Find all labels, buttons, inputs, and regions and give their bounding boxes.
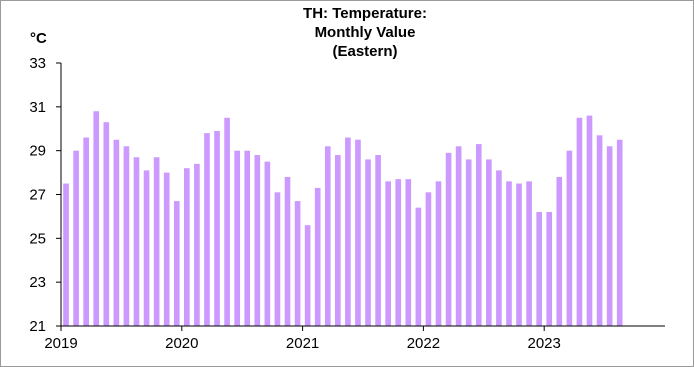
bar-2023-05 — [586, 115, 593, 326]
y-tick-label: 31 — [29, 99, 46, 116]
bar-2020-12 — [294, 201, 301, 326]
bar-2019-11 — [163, 172, 170, 326]
bar-2021-12 — [415, 207, 422, 326]
y-axis-unit-label: °C — [30, 30, 47, 47]
bar-2020-08 — [254, 155, 261, 326]
bar-2021-08 — [375, 155, 381, 326]
bar-2020-05 — [224, 117, 230, 326]
bars-group — [63, 111, 623, 327]
bar-2023-06 — [596, 135, 603, 326]
bar-2022-07 — [486, 159, 492, 326]
bar-2021-11 — [405, 179, 412, 326]
bar-2023-03 — [566, 150, 573, 326]
bar-2021-07 — [365, 159, 371, 326]
x-tick-label: 2020 — [165, 335, 198, 352]
bar-2021-04 — [335, 155, 341, 326]
bar-2021-01 — [304, 225, 311, 326]
bar-2022-08 — [496, 170, 502, 326]
y-tick-label: 29 — [29, 143, 46, 160]
bar-2020-09 — [264, 161, 271, 327]
bar-2023-07 — [606, 146, 613, 326]
y-tick-label: 21 — [29, 318, 46, 335]
bar-2022-04 — [455, 146, 462, 326]
bar-2020-06 — [234, 150, 240, 326]
bar-2022-05 — [465, 159, 472, 326]
bar-2022-12 — [536, 212, 542, 326]
bar-2020-03 — [204, 133, 210, 326]
y-tick-label: 23 — [29, 274, 46, 291]
bar-2019-09 — [143, 170, 150, 326]
bar-2019-05 — [103, 122, 110, 326]
axes-group — [56, 62, 665, 331]
bar-2022-01 — [425, 192, 432, 326]
x-tick-labels: 2019 2020 2021 2022 2023 — [44, 335, 561, 352]
bar-2023-01 — [546, 212, 553, 326]
x-tick-label: 2023 — [528, 335, 561, 352]
bar-2019-06 — [113, 139, 120, 326]
bar-2023-08 — [616, 139, 623, 326]
bar-2023-02 — [556, 176, 563, 326]
bar-2020-10 — [274, 192, 281, 326]
bar-2021-05 — [345, 137, 351, 326]
bar-2022-02 — [435, 181, 442, 326]
bar-2020-11 — [284, 176, 291, 326]
bar-2019-01 — [63, 183, 69, 326]
bar-2021-10 — [395, 179, 402, 326]
chart-title: TH: Temperature: Monthly Value (Eastern) — [303, 5, 427, 60]
bar-2021-06 — [355, 139, 361, 326]
bar-2020-04 — [214, 130, 220, 326]
y-tick-label: 27 — [29, 187, 46, 204]
bar-2020-01 — [184, 168, 190, 326]
y-tick-label: 25 — [29, 230, 46, 247]
bar-2020-02 — [194, 163, 200, 326]
bar-2021-09 — [385, 181, 391, 326]
bar-2022-06 — [475, 144, 482, 326]
bar-2022-11 — [526, 181, 532, 326]
bar-2019-03 — [83, 137, 89, 326]
x-tick-label: 2022 — [407, 335, 440, 352]
bar-2019-07 — [123, 146, 130, 326]
y-tick-label: 33 — [29, 55, 46, 72]
bar-2021-03 — [324, 146, 331, 326]
bar-2020-07 — [244, 150, 251, 326]
bar-2021-02 — [314, 187, 321, 326]
bar-2022-03 — [445, 152, 452, 326]
bar-2019-12 — [173, 201, 180, 326]
bar-2019-08 — [133, 157, 140, 326]
bar-2022-09 — [506, 181, 512, 326]
x-tick-label: 2021 — [286, 335, 319, 352]
bar-2019-04 — [93, 111, 100, 326]
bar-2023-04 — [576, 117, 583, 326]
bar-2019-02 — [73, 150, 79, 326]
bar-2022-10 — [516, 183, 522, 326]
y-tick-labels: 21 23 25 27 29 31 33 — [29, 55, 46, 335]
bar-2019-10 — [153, 157, 160, 326]
x-tick-label: 2019 — [44, 335, 77, 352]
